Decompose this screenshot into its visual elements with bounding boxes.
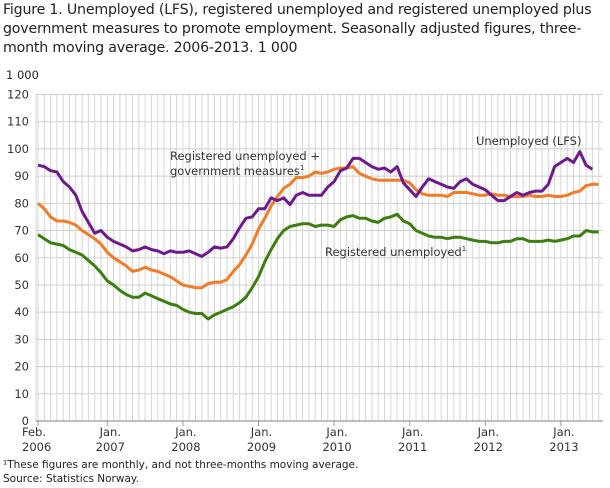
chart-title: Figure 1. Unemployed (LFS), registered u…: [3, 2, 592, 56]
y-tick-label: 0: [22, 414, 29, 428]
y-tick-label: 40: [14, 305, 29, 319]
y-tick-label: 60: [14, 251, 29, 265]
x-tick-label-month: Jan.: [174, 425, 196, 439]
x-tick-label-month: Jan.: [401, 425, 423, 439]
x-tick-label-year: 2011: [398, 440, 427, 454]
x-tick-label-year: 2012: [474, 440, 503, 454]
series-line-registered-unemployed-government-measures: [37, 165, 599, 290]
y-tick-label: 20: [14, 360, 29, 374]
y-tick-label: 120: [7, 88, 29, 102]
source-note: Source: Statistics Norway.: [3, 473, 139, 485]
x-tick-label-year: 2009: [247, 440, 276, 454]
annotation-registered-plus-measures-line1: Registered unemployed +: [170, 149, 320, 163]
y-tick-label: 90: [14, 169, 29, 183]
annotation-registered-plus-measures-line2: government measures1: [170, 164, 304, 178]
x-tick-label-year: 2013: [549, 440, 578, 454]
y-tick-label: 70: [14, 224, 29, 238]
x-tick-label-year: 2010: [322, 440, 351, 454]
x-tick-labels: Feb.2006Jan.2007Jan.2008Jan.2009Jan.2010…: [22, 421, 579, 454]
annotation-registered-unemployed: Registered unemployed1: [325, 245, 466, 259]
y-tick-labels: 0 10 20 30 40 50 60 70 80 90 100 110 120: [7, 88, 29, 429]
x-tick-label-year: 2007: [96, 440, 125, 454]
x-tick-label-month: Jan.: [552, 425, 574, 439]
x-tick-label-month: Jan.: [250, 425, 272, 439]
series-line-unemployed-lfs: [37, 150, 594, 258]
y-tick-label: 30: [14, 332, 29, 346]
footnote: ¹These figures are monthly, and not thre…: [3, 459, 359, 471]
x-tick-label-year: 2006: [22, 440, 51, 454]
y-tick-label: 50: [14, 278, 29, 292]
x-tick-label-month: Jan.: [477, 425, 499, 439]
y-tick-label: 110: [7, 115, 29, 129]
x-tick-label-month: Feb.: [22, 425, 46, 439]
y-unit-label: 1 000: [6, 68, 39, 82]
gridlines: [35, 94, 603, 422]
y-tick-label: 80: [14, 196, 29, 210]
series-line-registered-unemployed: [37, 212, 599, 321]
y-tick-label: 10: [14, 387, 29, 401]
y-tick-label: 100: [7, 142, 29, 156]
x-tick-label-year: 2008: [171, 440, 200, 454]
x-tick-label-month: Jan.: [99, 425, 121, 439]
series-lines: [37, 150, 599, 321]
x-tick-label-month: Jan.: [325, 425, 347, 439]
annotation-unemployed-lfs: Unemployed (LFS): [476, 134, 581, 148]
